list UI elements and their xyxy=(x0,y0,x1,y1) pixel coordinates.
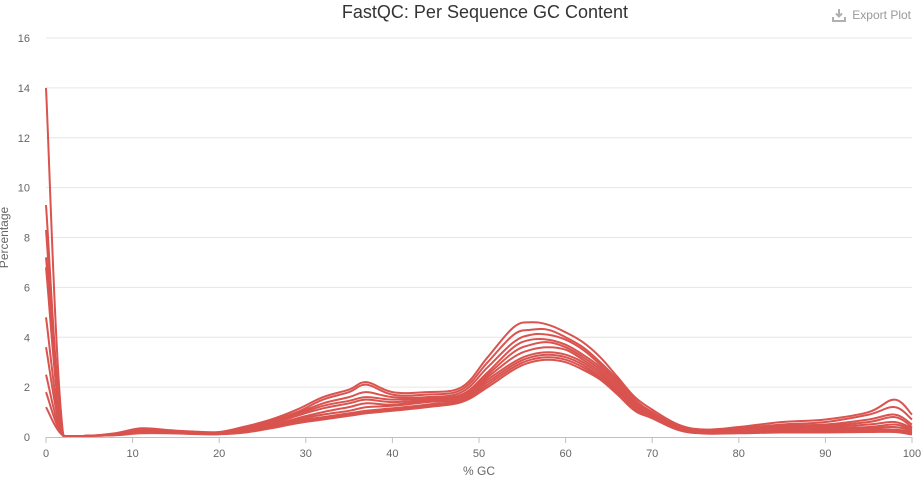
series-line-10[interactable] xyxy=(45,358,913,438)
x-tick-label: 70 xyxy=(646,448,658,460)
x-tick-label: 50 xyxy=(473,448,485,460)
x-tick-label: 0 xyxy=(43,448,49,460)
series-line-2[interactable] xyxy=(45,205,913,438)
x-tick-label: 10 xyxy=(126,448,138,460)
x-tick-label: 60 xyxy=(559,448,571,460)
series-line-5[interactable] xyxy=(45,267,913,438)
y-tick-label: 16 xyxy=(18,33,30,45)
y-tick-label: 10 xyxy=(18,183,30,195)
y-tick-label: 14 xyxy=(18,83,30,95)
series-lines xyxy=(45,87,913,438)
series-line-3[interactable] xyxy=(45,229,913,438)
x-tick-label: 30 xyxy=(300,448,312,460)
export-plot-label: Export Plot xyxy=(852,8,911,22)
y-axis-label: Percentage xyxy=(0,206,11,268)
y-tick-label: 12 xyxy=(18,133,30,145)
download-icon xyxy=(832,9,847,22)
y-tick-label: 0 xyxy=(24,432,30,444)
axes: 0 2 4 6 8 10 12 14 16 0 10 20 30 40 50 60 70 80 90 100 % GC P… xyxy=(0,33,921,478)
x-tick-label: 90 xyxy=(819,448,831,460)
y-tick-label: 8 xyxy=(24,233,30,245)
x-tick-label: 100 xyxy=(903,448,921,460)
x-tick-label: 20 xyxy=(213,448,225,460)
y-tick-label: 6 xyxy=(24,282,30,294)
series-line-4[interactable] xyxy=(45,257,913,438)
export-plot-button[interactable]: Export Plot xyxy=(831,6,911,24)
x-tick-label: 40 xyxy=(386,448,398,460)
x-tick-label: 80 xyxy=(733,448,745,460)
grid-lines xyxy=(46,37,912,388)
chart-title: FastQC: Per Sequence GC Content xyxy=(341,2,629,22)
y-tick-label: 4 xyxy=(24,332,30,344)
y-tick-label: 2 xyxy=(24,382,30,394)
x-axis-label: % GC xyxy=(463,464,495,478)
